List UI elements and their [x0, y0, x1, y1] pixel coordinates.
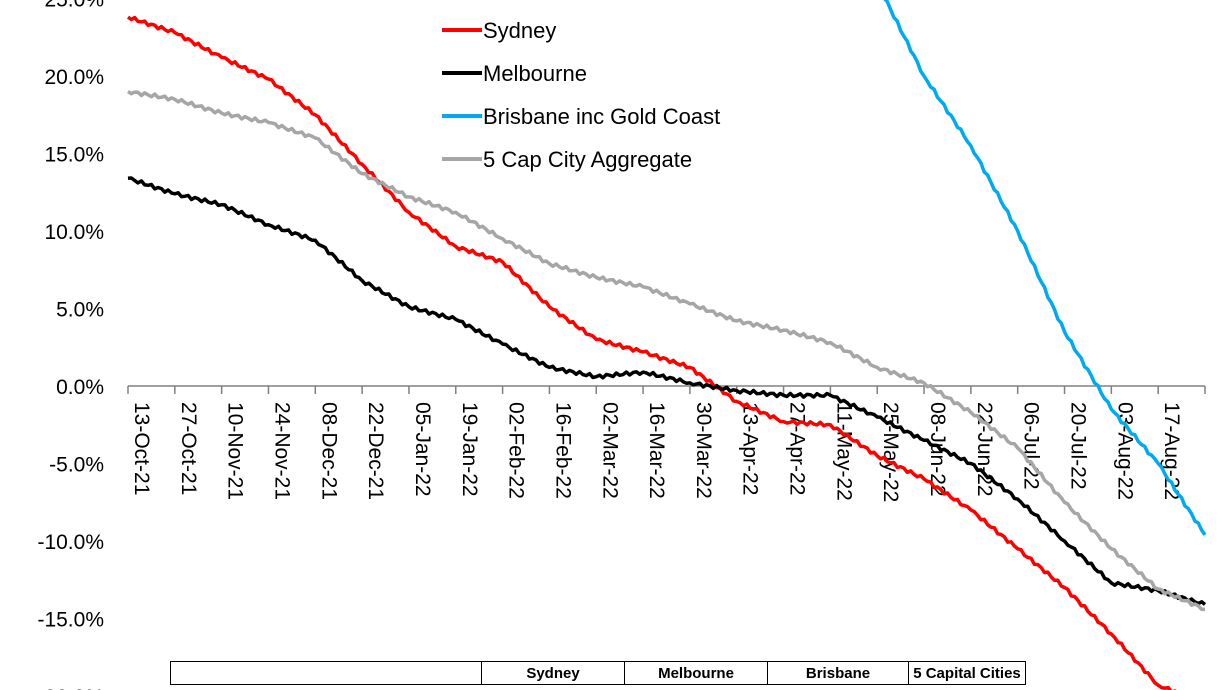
x-tick-label: 22-Dec-21 — [364, 402, 387, 500]
summary-table: Sydney Melbourne Brisbane 5 Capital Citi… — [170, 661, 1026, 685]
table-header-row: Sydney Melbourne Brisbane 5 Capital Citi… — [170, 661, 1026, 685]
x-tick-label: 11-May-22 — [832, 402, 855, 501]
y-tick-label: -15.0% — [37, 609, 104, 632]
x-tick-label: 05-Jan-22 — [411, 402, 434, 497]
x-tick-label: 24-Nov-21 — [270, 402, 293, 500]
y-tick-label: 10.0% — [44, 221, 104, 244]
x-tick-label: 08-Jun-22 — [926, 402, 949, 497]
legend-label: Sydney — [483, 18, 556, 43]
legend-label: 5 Cap City Aggregate — [483, 147, 692, 172]
series-line-melbourne — [127, 176, 1207, 606]
x-tick-label: 06-Jul-22 — [1020, 402, 1043, 490]
x-tick-label: 03-Aug-22 — [1113, 402, 1136, 500]
y-tick-label: 25.0% — [44, 0, 104, 12]
x-tick-label: 13-Oct-21 — [130, 402, 153, 495]
y-tick-label: 0.0% — [56, 376, 104, 399]
table-header-cell: Brisbane — [767, 661, 909, 685]
x-axis: 13-Oct-21 27-Oct-21 10-Nov-21 24-Nov-21 08-D… — [127, 385, 1206, 502]
series-line-sydney — [126, 15, 1177, 690]
x-tick-label: 19-Jan-22 — [458, 402, 481, 497]
x-tick-label: 27-Oct-21 — [177, 402, 200, 495]
x-tick-label: 30-Mar-22 — [692, 402, 715, 499]
legend: Sydney Melbourne Brisbane inc Gold Coast 5 … — [442, 18, 720, 172]
x-tick-label: 20-Jul-22 — [1067, 402, 1090, 490]
y-tick-label: -5.0% — [49, 454, 104, 477]
legend-label: Brisbane inc Gold Coast — [483, 104, 720, 129]
table-header-cell — [170, 661, 482, 685]
y-tick-label: -20.0% — [37, 686, 104, 690]
legend-label: Melbourne — [483, 61, 587, 86]
y-tick-label: 15.0% — [44, 144, 104, 167]
series-line-5-cap-city-aggregate — [127, 90, 1206, 612]
y-tick-label: 5.0% — [56, 299, 104, 322]
x-tick-label: 16-Feb-22 — [551, 402, 574, 499]
table-header-cell: Melbourne — [624, 661, 768, 685]
x-tick-label: 16-Mar-22 — [645, 402, 668, 499]
series-layer — [126, 0, 1207, 690]
x-tick-label: 27-Apr-22 — [786, 402, 809, 495]
x-tick-label: 13-Apr-22 — [739, 402, 762, 495]
table-header-cell: Sydney — [481, 661, 625, 685]
x-tick-label: 10-Nov-21 — [224, 402, 247, 500]
table-header-cell: 5 Capital Cities — [908, 661, 1026, 685]
x-tick-label: 08-Dec-21 — [317, 402, 340, 500]
x-tick-label: 02-Mar-22 — [598, 402, 621, 499]
y-tick-label: 20.0% — [44, 66, 104, 89]
x-tick-label: 02-Feb-22 — [505, 402, 528, 499]
y-tick-label: -10.0% — [37, 531, 104, 554]
y-axis: 25.0% 20.0% 15.0% 10.0% 5.0% 0.0% -5.0% -10.0% -… — [37, 0, 104, 690]
series-line-brisbane-inc-gold-coast — [883, 0, 1207, 536]
